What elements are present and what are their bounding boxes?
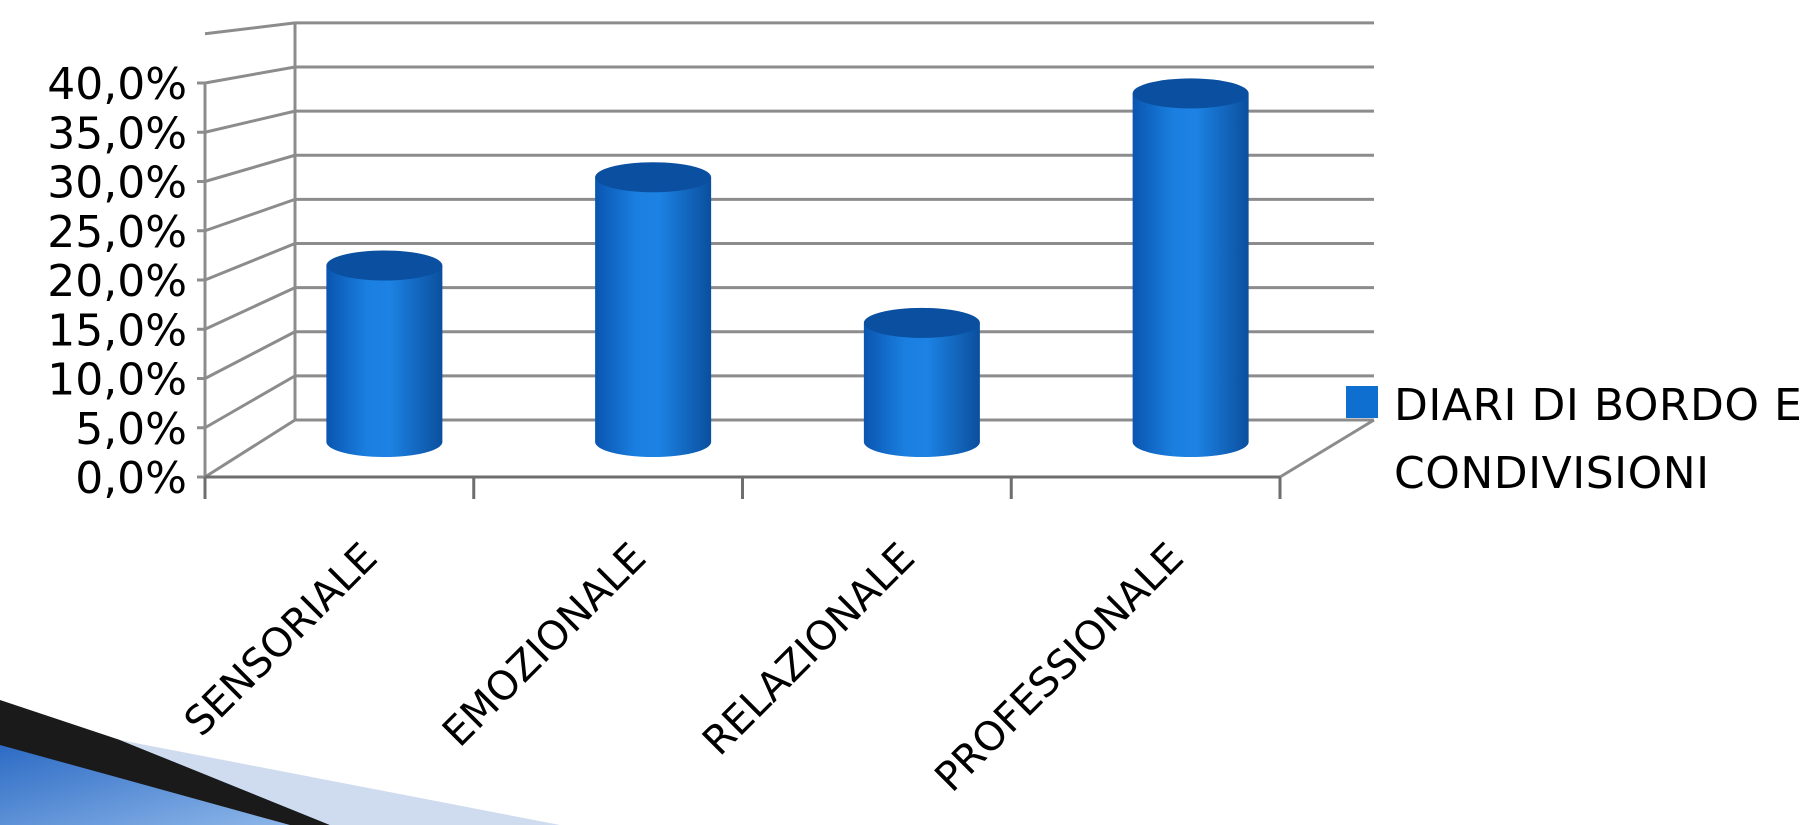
x-axis — [203, 475, 1282, 499]
bar — [863, 307, 980, 457]
floor-edge — [1279, 418, 1375, 479]
y-tick-label: 30,0% — [47, 158, 187, 209]
legend-label: DIARI DI BORDO E CONDIVISIONI — [1394, 380, 1803, 499]
slide-decoration — [0, 700, 560, 825]
y-tick-label: 35,0% — [47, 108, 187, 159]
y-tick-label: 20,0% — [47, 256, 187, 307]
legend-swatch — [1346, 386, 1378, 418]
gridline — [204, 65, 1374, 85]
y-tick-label: 0,0% — [75, 453, 187, 504]
y-axis: 0,0%5,0%10,0%15,0%20,0%25,0%30,0%35,0%40… — [47, 59, 205, 504]
bars — [326, 78, 1249, 457]
gridline — [204, 21, 1374, 36]
y-tick-label: 10,0% — [47, 355, 187, 406]
y-tick-label: 25,0% — [47, 207, 187, 258]
y-tick-label: 5,0% — [75, 404, 187, 455]
bar — [326, 250, 443, 457]
y-tick-label: 15,0% — [47, 305, 187, 356]
x-tick-label: PROFESSIONALE — [926, 535, 1192, 801]
bar — [595, 162, 712, 457]
x-tick-label: RELAZIONALE — [694, 535, 924, 765]
y-tick-label: 40,0% — [47, 59, 187, 110]
bar — [1132, 78, 1249, 457]
